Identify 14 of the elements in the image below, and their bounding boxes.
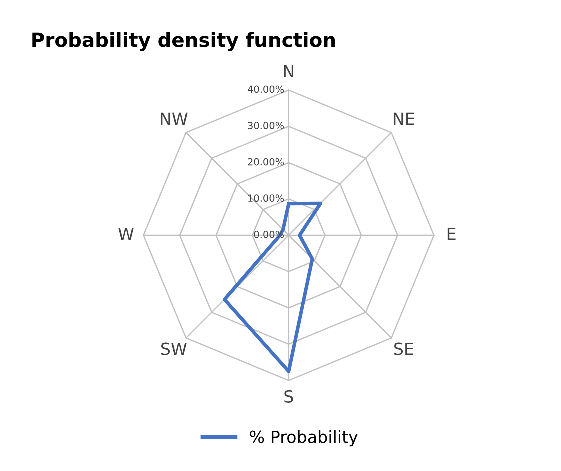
spoke-label: NW	[161, 112, 188, 126]
spoke-label: SE	[394, 342, 414, 356]
spoke-label: W	[118, 228, 134, 240]
chart-title: Probability density function	[32, 32, 335, 52]
y-tick-label: 20.00%	[248, 158, 284, 166]
y-tick-label: 10.00%	[248, 194, 284, 202]
legend-label: % Probability	[250, 430, 358, 447]
spoke-label: S	[284, 390, 294, 403]
spoke-label: N	[284, 65, 294, 78]
y-tick-label: 30.00%	[248, 122, 284, 130]
spoke-label: SW	[161, 342, 187, 356]
y-tick-label: 40.00%	[248, 86, 284, 94]
spoke-label: NE	[394, 112, 414, 126]
spoke-label: E	[448, 228, 456, 240]
